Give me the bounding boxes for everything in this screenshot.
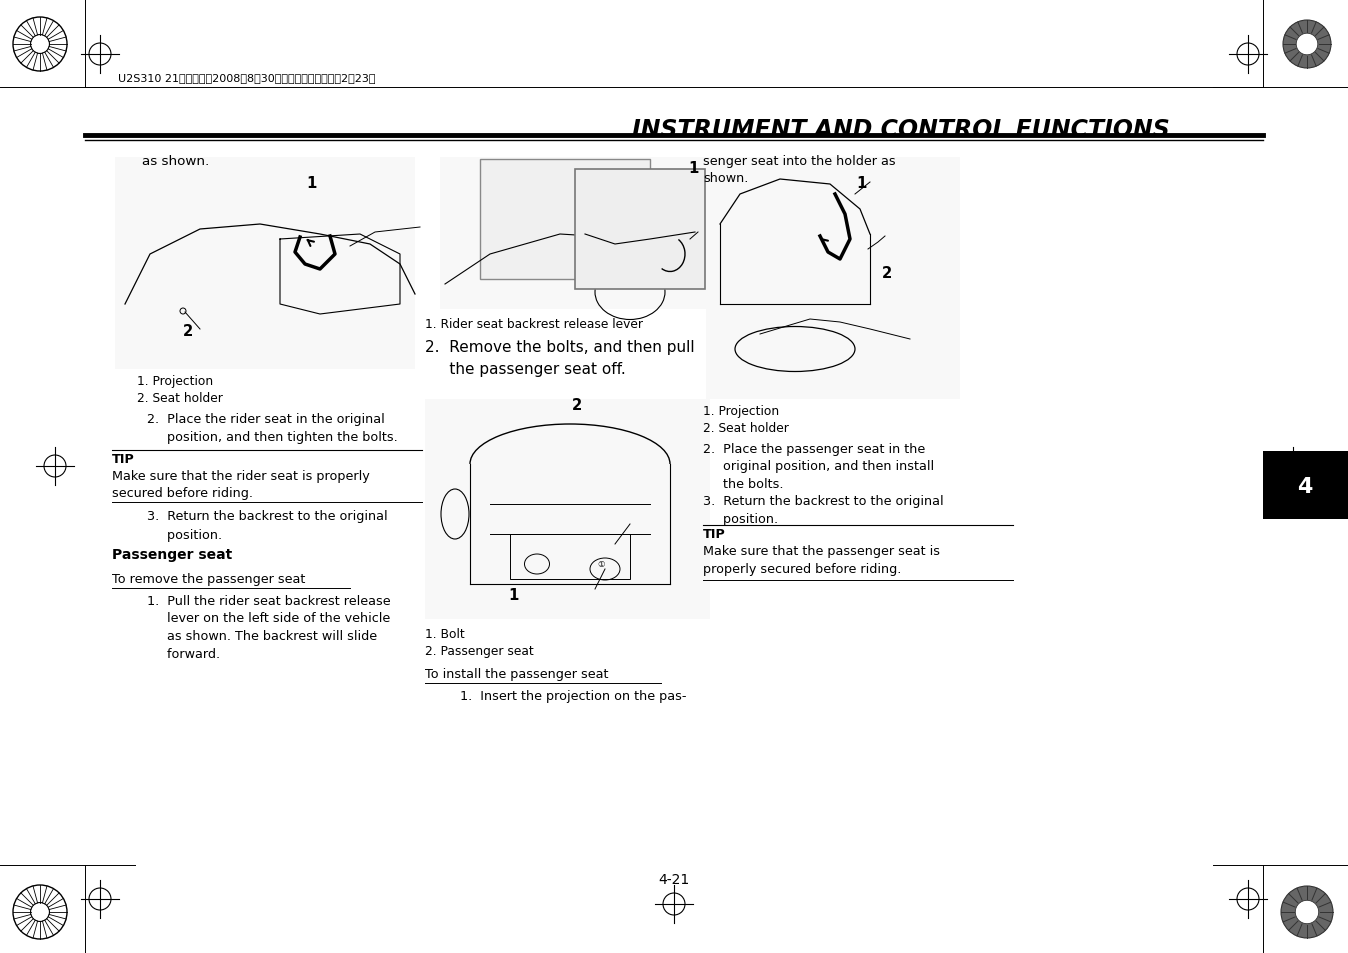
Text: 4: 4 [1297, 476, 1313, 497]
Text: 1: 1 [508, 587, 519, 602]
Text: 3.  Return the backrest to the original
     position.: 3. Return the backrest to the original p… [704, 495, 944, 525]
Text: INSTRUMENT AND CONTROL FUNCTIONS: INSTRUMENT AND CONTROL FUNCTIONS [632, 118, 1170, 142]
Text: 2. Passenger seat: 2. Passenger seat [425, 644, 534, 658]
Text: 1. Projection: 1. Projection [137, 375, 213, 388]
FancyBboxPatch shape [706, 158, 960, 399]
Text: 2.  Place the passenger seat in the
     original position, and then install
   : 2. Place the passenger seat in the origi… [704, 442, 934, 491]
Text: To remove the passenger seat: To remove the passenger seat [112, 573, 306, 585]
Text: 2.  Place the rider seat in the original
     position, and then tighten the bol: 2. Place the rider seat in the original … [147, 413, 398, 444]
Text: 4-21: 4-21 [658, 872, 690, 886]
Text: 1.  Pull the rider seat backrest release
     lever on the left side of the vehi: 1. Pull the rider seat backrest release … [147, 595, 391, 659]
Circle shape [1283, 21, 1330, 69]
FancyBboxPatch shape [425, 399, 710, 619]
Text: 2.  Remove the bolts, and then pull
     the passenger seat off.: 2. Remove the bolts, and then pull the p… [425, 339, 694, 376]
Text: TIP: TIP [112, 453, 135, 465]
Text: 3.  Return the backrest to the original
     position.: 3. Return the backrest to the original p… [147, 510, 388, 541]
Text: 1. Projection: 1. Projection [704, 405, 779, 417]
Text: 2. Seat holder: 2. Seat holder [704, 421, 789, 435]
FancyBboxPatch shape [115, 158, 415, 370]
Text: senger seat into the holder as: senger seat into the holder as [704, 154, 895, 168]
Text: Make sure that the rider seat is properly
secured before riding.: Make sure that the rider seat is properl… [112, 470, 369, 500]
Text: 1. Rider seat backrest release lever: 1. Rider seat backrest release lever [425, 317, 643, 331]
Text: ①: ① [597, 559, 604, 568]
Text: 1: 1 [306, 175, 317, 191]
FancyBboxPatch shape [480, 160, 650, 280]
Circle shape [1281, 886, 1333, 938]
Text: To install the passenger seat: To install the passenger seat [425, 667, 608, 680]
Text: Make sure that the passenger seat is
properly secured before riding.: Make sure that the passenger seat is pro… [704, 544, 940, 575]
FancyBboxPatch shape [439, 158, 710, 310]
FancyBboxPatch shape [576, 170, 705, 290]
Text: 1. Bolt: 1. Bolt [425, 627, 465, 640]
Text: 2: 2 [572, 397, 582, 413]
Text: 2: 2 [882, 266, 892, 281]
Text: TIP: TIP [704, 527, 725, 540]
Circle shape [1295, 901, 1318, 923]
Text: 1: 1 [687, 161, 698, 175]
Text: 2: 2 [183, 324, 193, 338]
Text: as shown.: as shown. [142, 154, 209, 168]
Circle shape [1297, 34, 1318, 55]
Text: 1: 1 [856, 175, 867, 191]
Text: Passenger seat: Passenger seat [112, 547, 232, 561]
FancyBboxPatch shape [1263, 452, 1348, 519]
Text: shown.: shown. [704, 172, 748, 185]
Text: U2S310 21ページ・・2008年8月30日・・土曜日・・午後2時23分: U2S310 21ページ・・2008年8月30日・・土曜日・・午後2時23分 [119, 73, 376, 83]
Text: 2. Seat holder: 2. Seat holder [137, 392, 222, 405]
Text: 1.  Insert the projection on the pas-: 1. Insert the projection on the pas- [460, 689, 686, 702]
